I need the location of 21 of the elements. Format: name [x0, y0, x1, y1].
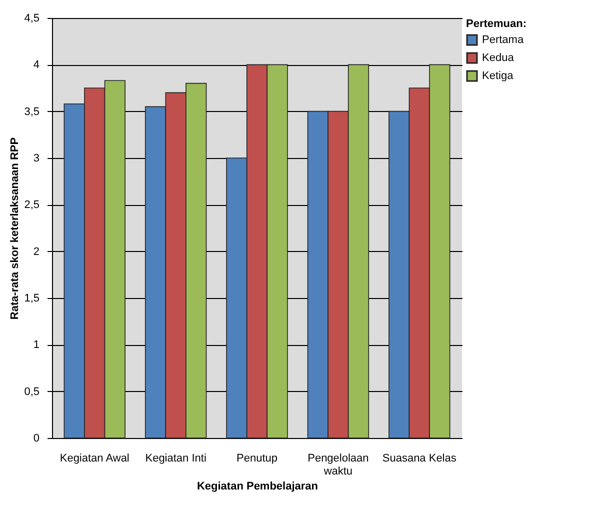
- y-tick-label: 3,5: [24, 106, 40, 118]
- x-tick-label: Suasana Kelas: [382, 452, 457, 464]
- y-tick-label: 2,5: [24, 199, 40, 212]
- y-tick-label: 4: [33, 59, 40, 72]
- y-axis-title: Rata-rata skor keterlaksanaan RPP: [9, 137, 22, 320]
- y-tick-label: 0: [33, 432, 40, 444]
- y-tick-label: 2: [33, 246, 40, 258]
- x-tick-label: Penutup: [236, 452, 278, 464]
- legend-label: Kedua: [482, 52, 515, 64]
- legend-label: Ketiga: [482, 70, 514, 82]
- legend-title: Pertemuan:: [466, 18, 527, 30]
- x-axis-title: Kegiatan Pembelajaran: [196, 480, 318, 492]
- y-tick-label: 1: [33, 339, 40, 352]
- x-tick-label: Kegiatan Inti: [145, 452, 206, 464]
- y-tick-label: 1,5: [24, 292, 40, 304]
- y-tick-label: 4,5: [24, 12, 40, 24]
- x-tick-label: Kegiatan Awal: [60, 452, 130, 464]
- y-tick-label: 0,5: [24, 386, 40, 398]
- y-tick-label: 3: [33, 152, 40, 164]
- legend-label: Pertama: [482, 34, 524, 46]
- x-tick-label: Pengelolaan waktu: [308, 452, 369, 478]
